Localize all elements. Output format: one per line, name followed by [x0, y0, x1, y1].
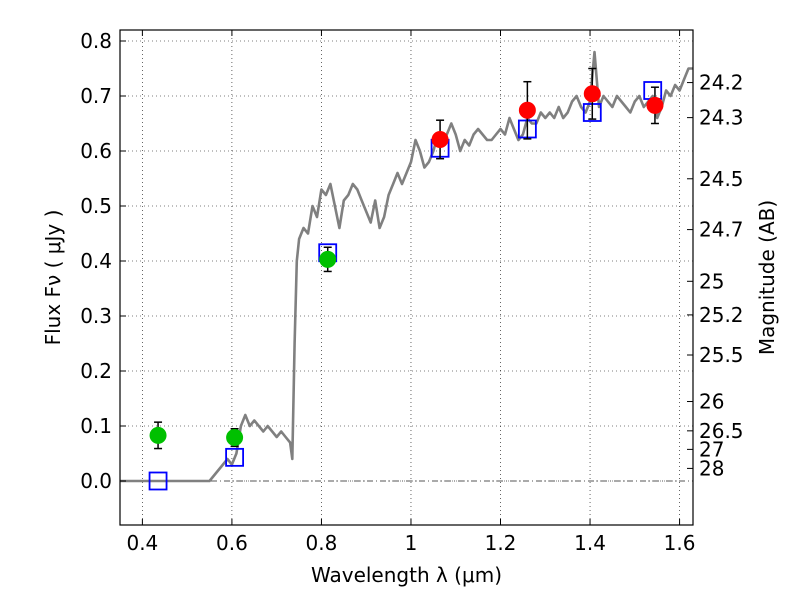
magnitude-tick-label: 27 [699, 437, 724, 461]
y-axis-label: Flux Fν ( μJy ) [41, 210, 65, 346]
y-tick-label: 0.2 [80, 359, 112, 383]
y-tick-label: 0.6 [80, 139, 112, 163]
observed-photometry-series [149, 67, 664, 450]
x-tick-label: 1.4 [574, 531, 606, 555]
magnitude-tick-label: 28 [699, 456, 724, 480]
observed-point [518, 101, 536, 119]
plot-frame [119, 29, 694, 526]
x-tick-label: 0.8 [306, 531, 338, 555]
model-photometry-series [148, 81, 663, 491]
magnitude-tick-label: 25.2 [699, 303, 744, 327]
spectrum-series [120, 50, 693, 483]
y-tick-label: 0.1 [80, 414, 112, 438]
x-tick-label: 1 [405, 531, 418, 555]
y-tick-label: 0.5 [80, 194, 112, 218]
x-axis-label: Wavelength λ (μm) [311, 563, 502, 587]
magnitude-tick-label: 24.5 [699, 167, 744, 191]
magnitude-tick-label: 24.7 [699, 218, 744, 242]
magnitude-axis-label: Magnitude (AB) [755, 200, 779, 355]
x-axis-ticks: 0.4 0.6 0.8 1 1.2 1.4 1.6 [126, 30, 695, 555]
observed-point [226, 429, 244, 447]
model-square-marker [225, 447, 245, 467]
y-tick-label: 0.7 [80, 84, 112, 108]
magnitude-tick-label: 25.5 [699, 343, 744, 367]
y-axis-ticks: 0.0 0.1 0.2 0.3 0.4 0.5 0.6 0.7 0.8 [80, 29, 126, 493]
observed-point [431, 130, 449, 148]
observed-point [583, 85, 601, 103]
x-tick-label: 1.2 [485, 531, 517, 555]
y-tick-label: 0.0 [80, 469, 112, 493]
y-tick-label: 0.8 [80, 29, 112, 53]
grid-lines [120, 30, 693, 525]
magnitude-tick-label: 26 [699, 390, 724, 414]
x-tick-label: 1.6 [664, 531, 696, 555]
x-tick-label: 0.4 [126, 531, 158, 555]
magnitude-tick-label: 24.3 [699, 106, 744, 130]
observed-point [646, 96, 664, 114]
observed-point [149, 426, 167, 444]
magnitude-tick-label: 24.2 [699, 71, 744, 95]
y-tick-label: 0.4 [80, 249, 112, 273]
x-tick-label: 0.6 [216, 531, 248, 555]
spectrum-line [120, 50, 693, 483]
model-square-marker [148, 471, 168, 491]
y-tick-label: 0.3 [80, 304, 112, 328]
observed-point [319, 250, 337, 268]
magnitude-tick-label: 26.5 [699, 419, 744, 443]
magnitude-tick-label: 25 [699, 269, 724, 293]
